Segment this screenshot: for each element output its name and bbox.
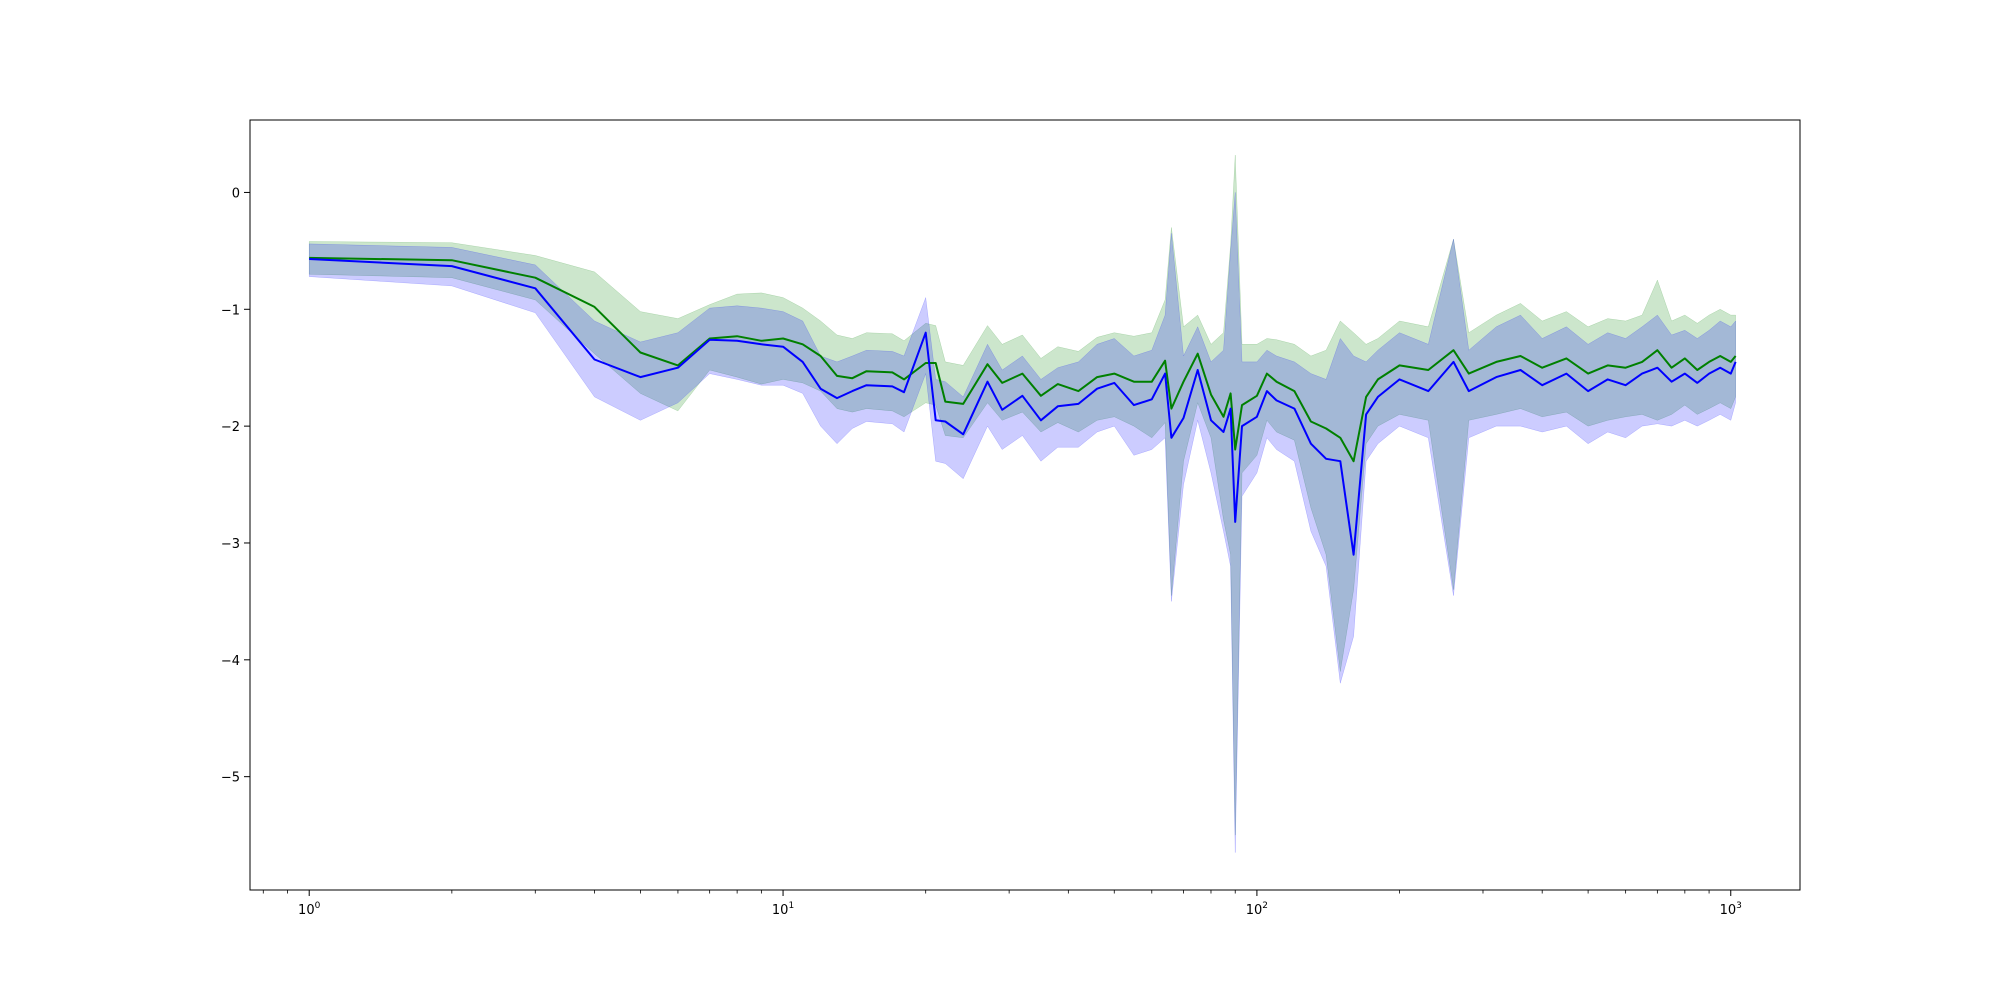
y-tick-label: −2 (221, 420, 240, 435)
x-tick-label: 102 (1246, 901, 1268, 918)
series-lines (309, 256, 1737, 556)
y-tick-label: −5 (221, 771, 240, 786)
x-tick-label: 103 (1720, 901, 1742, 918)
confidence-bands (308, 155, 1736, 853)
x-tick-label: 101 (772, 901, 794, 918)
y-tick-label: −1 (221, 303, 240, 318)
y-tick-label: −4 (221, 654, 240, 669)
y-tick-label: 0 (232, 186, 240, 201)
x-axis: 100 101 102 103 (262, 890, 1742, 918)
x-tick-label: 100 (298, 901, 321, 918)
series-2-band (308, 192, 1736, 853)
y-tick-label: −3 (221, 537, 240, 552)
series-1-band (308, 155, 1736, 836)
series-2-line (309, 258, 1737, 556)
y-axis: 0 −1 −2 −3 −4 −5 (221, 186, 250, 786)
series-1-line (309, 256, 1737, 463)
plot-frame (249, 119, 1801, 891)
